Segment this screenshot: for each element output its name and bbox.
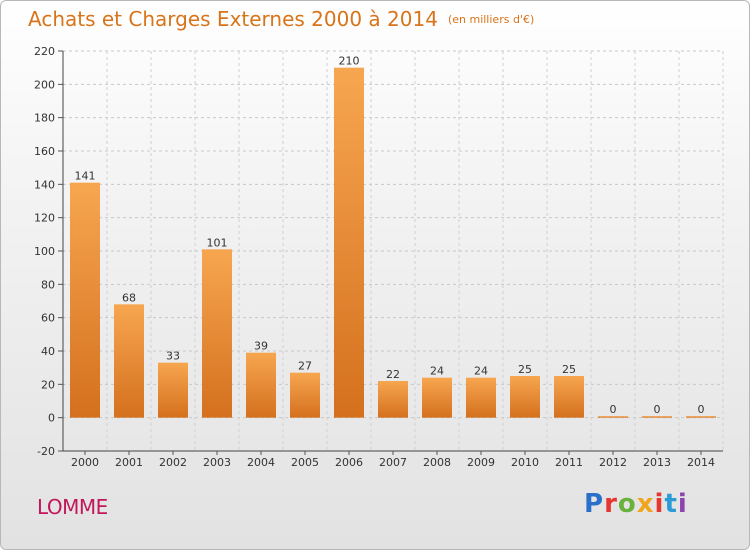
x-tick-label: 2009: [467, 456, 495, 469]
y-tick-label: 220: [34, 45, 55, 58]
bar: [246, 352, 276, 418]
y-tick-label: 180: [34, 112, 55, 125]
x-tick-label: 2005: [291, 456, 319, 469]
value-label: 0: [698, 403, 705, 416]
bar: [422, 377, 452, 418]
logo-letter: t: [664, 489, 678, 519]
bar: [466, 377, 496, 418]
y-tick-label: 60: [41, 312, 55, 325]
y-tick-label: 0: [48, 412, 55, 425]
value-label: 141: [75, 170, 96, 183]
bar: [114, 304, 144, 418]
x-tick-label: 2000: [71, 456, 99, 469]
bar: [378, 381, 408, 418]
logo-letter: P: [584, 489, 605, 519]
logo-letter: i: [654, 489, 665, 519]
x-tick-label: 2010: [511, 456, 539, 469]
logo-letter: i: [677, 489, 688, 519]
y-tick-label: 40: [41, 345, 55, 358]
x-tick-label: 2014: [687, 456, 715, 469]
y-tick-label: 200: [34, 78, 55, 91]
y-tick-label: 20: [41, 378, 55, 391]
bar: [686, 416, 716, 418]
x-tick-label: 2002: [159, 456, 187, 469]
y-tick-label: 120: [34, 212, 55, 225]
x-tick-label: 2008: [423, 456, 451, 469]
y-tick-label: 140: [34, 178, 55, 191]
bar: [334, 67, 364, 418]
value-label: 25: [518, 363, 532, 376]
value-label: 68: [122, 291, 136, 304]
y-tick-label: 80: [41, 278, 55, 291]
city-label: LOMME: [37, 495, 108, 519]
bar: [202, 249, 232, 418]
x-tick-label: 2007: [379, 456, 407, 469]
value-label: 0: [654, 403, 661, 416]
bar: [70, 182, 100, 418]
value-label: 24: [474, 365, 488, 378]
value-label: 0: [610, 403, 617, 416]
value-label: 101: [207, 236, 228, 249]
bar: [290, 372, 320, 418]
x-tick-label: 2012: [599, 456, 627, 469]
chart-subtitle: (en milliers d'€): [447, 13, 535, 26]
value-label: 27: [298, 360, 312, 373]
value-label: 25: [562, 363, 576, 376]
proxiti-logo: Proxiti: [584, 489, 688, 519]
bar: [510, 376, 540, 418]
x-tick-label: 2011: [555, 456, 583, 469]
y-tick-label: 160: [34, 145, 55, 158]
bar: [554, 376, 584, 418]
x-tick-label: 2013: [643, 456, 671, 469]
value-label: 24: [430, 365, 444, 378]
title-text: Achats et Charges Externes 2000 à 2014: [28, 7, 438, 31]
bar: [598, 416, 628, 418]
y-tick-label: -20: [37, 445, 55, 458]
value-label: 39: [254, 340, 268, 353]
value-label: 33: [166, 350, 180, 363]
logo-letter: o: [617, 489, 637, 519]
bar: [158, 362, 188, 418]
value-label: 210: [339, 55, 360, 68]
x-tick-label: 2003: [203, 456, 231, 469]
x-tick-label: 2004: [247, 456, 275, 469]
logo-letter: r: [604, 489, 618, 519]
value-label: 22: [386, 368, 400, 381]
logo-letter: x: [636, 489, 655, 519]
chart-title: Achats et Charges Externes 2000 à 2014 (e…: [28, 7, 534, 31]
x-tick-label: 2006: [335, 456, 363, 469]
bar: [642, 416, 672, 418]
x-tick-label: 2001: [115, 456, 143, 469]
y-tick-label: 100: [34, 245, 55, 258]
